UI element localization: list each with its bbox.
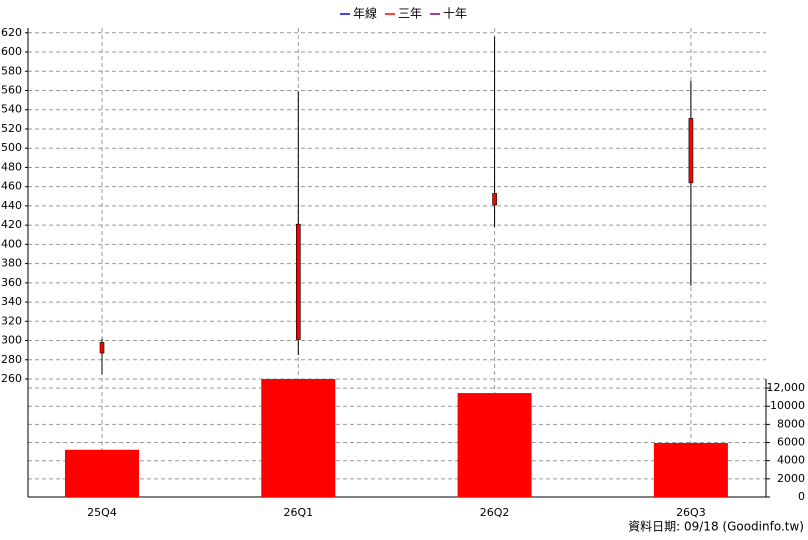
y-tick-label: 540	[1, 103, 22, 116]
y-tick-label: 360	[1, 276, 22, 289]
y2-tick-label: 10000	[770, 399, 805, 412]
y-tick-label: 500	[1, 141, 22, 154]
volume-bar	[457, 393, 532, 497]
x-tick-label: 26Q3	[676, 506, 706, 519]
legend-label: 十年	[443, 7, 467, 21]
legend-label: 三年	[398, 7, 422, 21]
y-tick-label: 600	[1, 45, 22, 58]
y-tick-label: 340	[1, 295, 22, 308]
y-tick-label: 580	[1, 64, 22, 77]
y-tick-label: 480	[1, 160, 22, 173]
legend-label: 年線	[353, 6, 377, 21]
y2-tick-label: 4000	[777, 454, 805, 467]
x-tick-label: 25Q4	[87, 506, 117, 519]
candle-body	[492, 193, 497, 206]
y-tick-label: 560	[1, 84, 22, 97]
y2-tick-label: 8000	[777, 417, 805, 430]
y-tick-label: 420	[1, 218, 22, 231]
x-tick-label: 26Q2	[480, 506, 510, 519]
source: 資料日期: 09/18 (Goodinfo.tw)	[628, 520, 804, 534]
y2-tick-label: 0	[798, 490, 805, 503]
y-tick-label: 280	[1, 353, 22, 366]
volume-bar	[65, 449, 139, 497]
candle-body	[295, 223, 301, 340]
y-tick-label: 320	[1, 314, 22, 327]
y-tick-label: 520	[1, 122, 22, 135]
volume-bar	[261, 379, 336, 497]
y2-tick-label: 2000	[777, 472, 805, 485]
y-tick-label: 260	[1, 372, 22, 385]
candle-body	[99, 342, 105, 354]
y-tick-label: 380	[1, 257, 22, 270]
x-tick-label: 26Q1	[283, 506, 313, 519]
y-tick-label: 620	[1, 26, 22, 39]
y-tick-label: 460	[1, 180, 22, 193]
y-tick-label: 440	[1, 199, 22, 212]
y2-tick-label: 6000	[777, 436, 805, 449]
volume-bar	[653, 442, 728, 497]
y-tick-label: 400	[1, 237, 22, 250]
y-tick-label: 300	[1, 334, 22, 347]
candle-body	[688, 118, 694, 184]
y2-tick-label: 12,000	[767, 381, 806, 394]
